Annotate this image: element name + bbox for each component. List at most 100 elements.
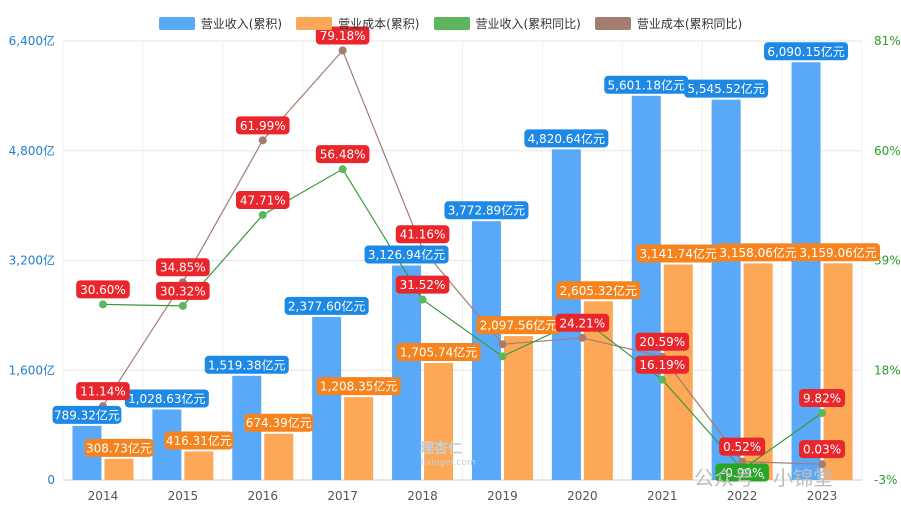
- line-data-label: -0.99%: [721, 466, 763, 480]
- bar-data-label-bg: [124, 389, 209, 408]
- x-tick-label: 2015: [168, 489, 199, 503]
- bar-data-label: 5,601.18亿元: [608, 77, 685, 92]
- line-data-label: 41.16%: [400, 228, 446, 242]
- x-tick-label: 2020: [567, 489, 598, 503]
- watermark-logo-sub: lixinger.com: [421, 458, 476, 468]
- line-data-label: 11.14%: [80, 385, 126, 399]
- bar-data-label: 3,126.94亿元: [368, 247, 445, 262]
- legend-label: 营业收入(累积同比): [475, 16, 581, 31]
- line-data-label-bg: [635, 355, 690, 374]
- series-point: [498, 352, 507, 361]
- bar-data-label-bg: [764, 42, 849, 61]
- bar: [312, 316, 342, 480]
- line-data-label-bg: [799, 440, 846, 459]
- bar-data-label-bg: [636, 244, 721, 263]
- chart-legend: 营业收入(累积) 营业成本(累积) 营业收入(累积同比) 营业成本(累积同比): [0, 12, 901, 34]
- bar-data-label-bg: [476, 316, 561, 335]
- bar-data-label-bg: [684, 79, 769, 98]
- bar-data-label: 1,028.63亿元: [128, 391, 205, 406]
- legend-item[interactable]: 营业成本(累积同比): [594, 12, 743, 34]
- left-tick-label: 0: [47, 473, 55, 487]
- bar-data-label: 674.39亿元: [246, 415, 312, 430]
- series-point: [658, 375, 667, 384]
- line-data-label-bg: [235, 116, 290, 135]
- bar-data-label-bg: [604, 75, 689, 94]
- bar-data-label: 1,705.74亿元: [400, 344, 477, 359]
- bar: [424, 362, 454, 480]
- series-point: [578, 333, 587, 342]
- bar: [344, 397, 374, 480]
- line-data-label: 61.99%: [240, 119, 286, 133]
- series-point: [818, 460, 827, 469]
- bar-data-label: 2,097.56亿元: [480, 318, 557, 333]
- line-data-label-bg: [76, 280, 130, 299]
- bar-data-label: 4,820.64亿元: [528, 131, 605, 146]
- legend-item[interactable]: 营业收入(累积同比): [433, 12, 581, 34]
- watermark-logo: 理杏仁: [420, 441, 462, 457]
- series-line: [102, 168, 823, 471]
- bar: [184, 451, 214, 480]
- line-data-label: 56.48%: [320, 148, 366, 162]
- line-data-label-bg: [76, 382, 130, 401]
- x-tick-label: 2014: [88, 489, 119, 503]
- x-tick-label: 2019: [487, 489, 518, 503]
- bar-data-label: 2,377.60亿元: [288, 298, 365, 313]
- series-line: [102, 49, 823, 465]
- series-point: [338, 46, 347, 55]
- legend-swatch: [296, 16, 333, 30]
- left-tick-label: 6,400亿: [9, 33, 55, 48]
- right-tick-label: 60%: [874, 144, 901, 158]
- bar-data-label: 789.32亿元: [54, 407, 120, 422]
- legend-label: 营业成本(累积): [338, 16, 420, 31]
- line-data-label-bg: [715, 463, 769, 482]
- series-point: [818, 409, 827, 418]
- line-data-label: 9.82%: [803, 392, 841, 406]
- legend-item[interactable]: 营业收入(累积): [158, 12, 283, 34]
- x-tick-label: 2022: [727, 489, 758, 503]
- left-tick-label: 1,600亿: [9, 362, 55, 377]
- x-tick-label: 2018: [407, 489, 438, 503]
- series-point: [98, 300, 107, 309]
- bar-data-label-bg: [796, 243, 881, 262]
- x-tick-label: 2021: [647, 489, 678, 503]
- legend-label: 营业成本(累积同比): [636, 16, 743, 31]
- line-data-label-bg: [635, 332, 690, 351]
- line-data-label: 47.71%: [240, 193, 286, 207]
- bar-data-label-bg: [316, 377, 401, 396]
- legend-item[interactable]: 营业成本(累积): [296, 12, 420, 34]
- bar-data-label-bg: [52, 405, 122, 424]
- bar-data-label: 308.73亿元: [86, 440, 152, 455]
- x-tick-label: 2016: [247, 489, 278, 503]
- right-tick-label: 18%: [874, 363, 901, 377]
- line-data-label: 0.03%: [803, 443, 841, 457]
- bar: [791, 62, 821, 480]
- left-tick-label: 4,800亿: [9, 143, 55, 158]
- line-data-label: 30.32%: [160, 284, 206, 298]
- line-data-label: 30.60%: [80, 283, 126, 297]
- line-data-label-bg: [719, 437, 766, 456]
- line-data-label: 34.85%: [160, 261, 206, 275]
- bar-data-label-bg: [204, 355, 289, 374]
- x-tick-label: 2023: [807, 489, 838, 503]
- legend-label: 营业收入(累积): [200, 16, 283, 31]
- legend-swatch: [594, 16, 631, 30]
- bar: [392, 265, 422, 480]
- bar-data-label: 6,090.15亿元: [767, 44, 844, 59]
- bar-data-label: 3,772.89亿元: [448, 203, 525, 218]
- bar-data-label-bg: [84, 438, 154, 457]
- line-data-label-bg: [235, 190, 290, 209]
- bar-data-label: 5,545.52亿元: [687, 81, 764, 96]
- bar-data-label-bg: [524, 129, 609, 148]
- bar-data-label-bg: [244, 413, 314, 432]
- right-tick-label: 39%: [874, 254, 901, 268]
- line-data-label: 16.19%: [639, 358, 685, 372]
- x-tick-label: 2017: [327, 489, 358, 503]
- line-data-label: 31.52%: [400, 278, 446, 292]
- series-point: [338, 165, 347, 174]
- bar-data-label-bg: [364, 245, 449, 264]
- bar-data-label: 416.31亿元: [166, 433, 232, 448]
- line-data-label-bg: [156, 258, 210, 277]
- bar-data-label: 3,158.06亿元: [719, 245, 796, 260]
